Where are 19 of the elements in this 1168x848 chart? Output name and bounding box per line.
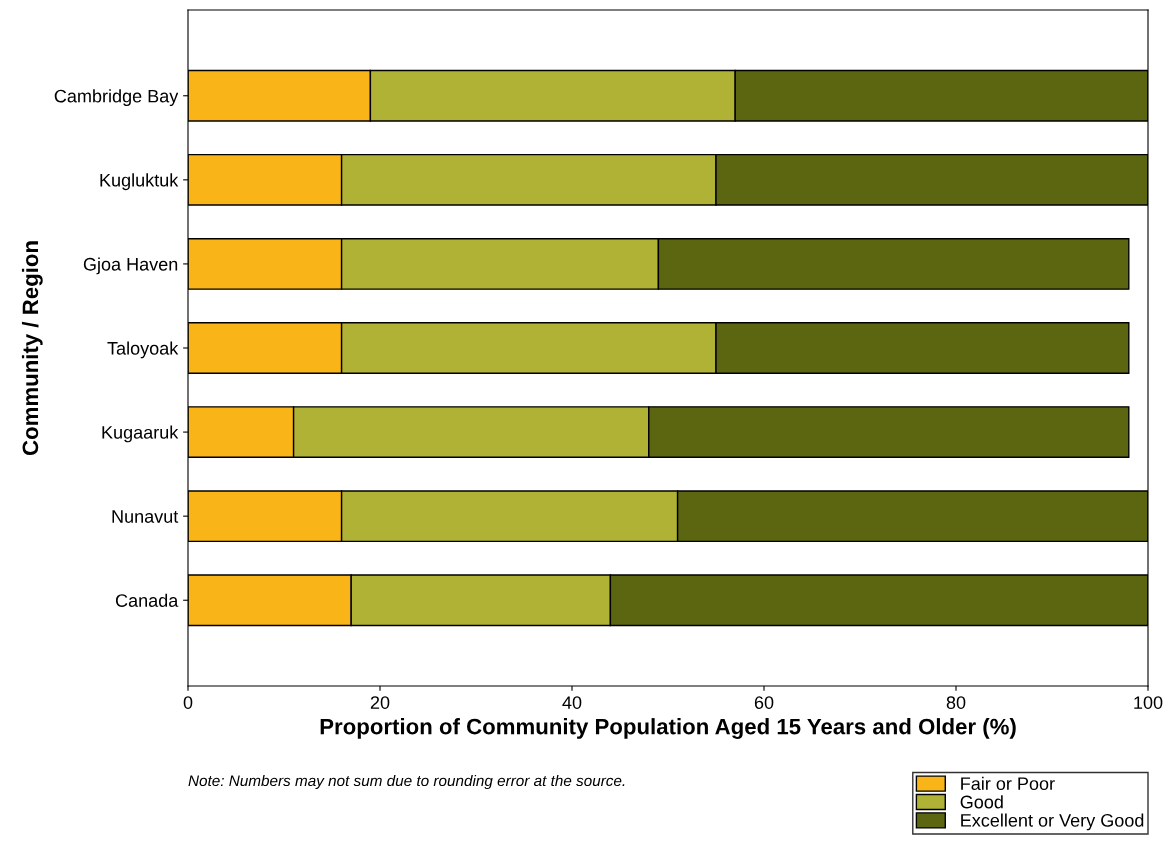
legend-label: Good xyxy=(960,795,1003,809)
x-axis-title: Proportion of Community Population Aged 15 Years and Older (%) xyxy=(320,718,1016,739)
y-tick-label: Kugluktuk xyxy=(100,173,179,191)
y-tick-label: Canada xyxy=(115,593,179,607)
y-tick-label: Taloyoak xyxy=(107,341,179,359)
x-tick-label: 60 xyxy=(754,696,774,709)
y-tick-label: Nunavut xyxy=(112,510,179,523)
x-tick-label: 20 xyxy=(370,696,390,709)
x-tick-label: 0 xyxy=(183,696,193,709)
text: Note: Numbers may not sum due to rounding error at the source. xyxy=(188,774,625,790)
x-tick-label: 80 xyxy=(946,696,966,709)
x-tick-label: 100 xyxy=(1134,696,1163,709)
y-tick-label: Gjoa Haven xyxy=(83,257,178,275)
legend-label: Fair or Poor xyxy=(961,776,1055,791)
legend-label: Excellent or Very Good xyxy=(961,813,1144,831)
x-tick-label: 40 xyxy=(562,696,582,709)
y-tick-label: Kugaaruk xyxy=(102,425,179,443)
y-axis-title: Community / Region xyxy=(21,241,43,456)
y-tick-label: Cambridge Bay xyxy=(54,89,179,107)
